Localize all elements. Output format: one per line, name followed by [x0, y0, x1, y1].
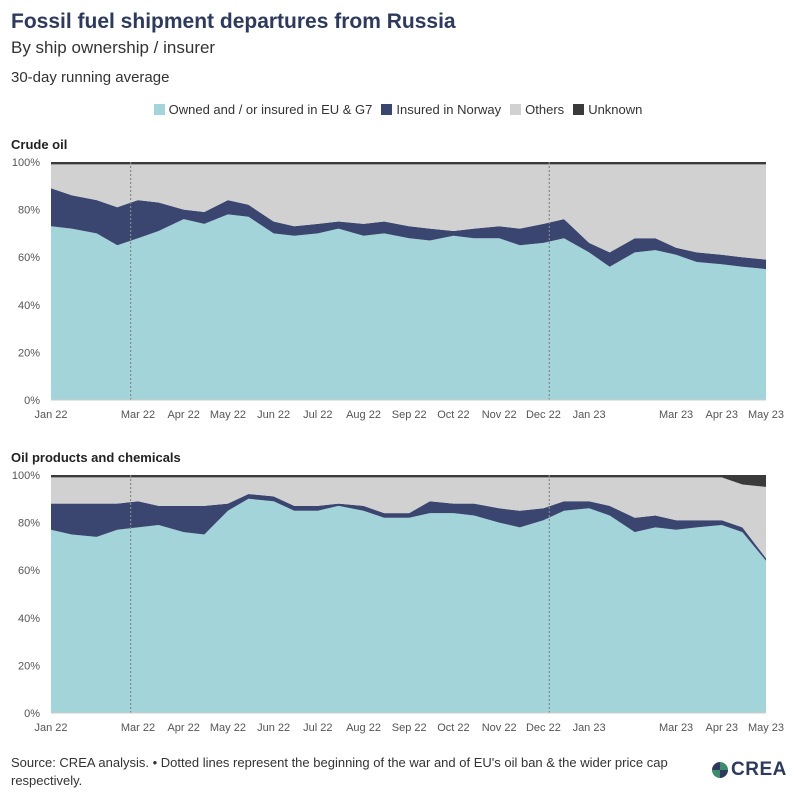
legend-item-unknown: Unknown	[573, 102, 642, 117]
area-3	[51, 164, 766, 260]
chart-panel-2: Oil products and chemicals 0% 20% 40% 60% 80%…	[11, 450, 784, 734]
x-tick-label: May 23	[748, 409, 784, 421]
chart-panel-1: Crude oil 0% 20% 40% 60% 80% 100% Jan 22 Mar 22 A…	[11, 137, 784, 421]
x-tick-label: Jan 23	[573, 722, 606, 734]
y-tick-label: 80%	[18, 205, 40, 217]
legend-label: Owned and / or insured in EU & G7	[168, 102, 373, 117]
x-tick-label: Apr 23	[706, 409, 738, 421]
x-tick-label: May 22	[210, 722, 246, 734]
x-tick-label: Sep 22	[392, 409, 427, 421]
area-4	[51, 475, 766, 487]
area-3	[51, 477, 766, 559]
x-tick-label: Dec 22	[526, 409, 561, 421]
crea-logo-text: CREA	[731, 759, 787, 780]
x-tick-label: Jul 22	[303, 722, 332, 734]
legend-item-norway: Insured in Norway	[381, 102, 501, 117]
x-tick-label: Jan 23	[573, 409, 606, 421]
x-tick-label: Mar 23	[659, 409, 693, 421]
panel-title: Oil products and chemicals	[11, 450, 181, 465]
legend-label: Others	[525, 102, 565, 117]
crea-logo-icon	[712, 762, 728, 778]
y-tick-label: 60%	[18, 252, 40, 264]
y-tick-label: 60%	[18, 565, 40, 577]
x-tick-label: Aug 22	[346, 409, 381, 421]
x-tick-label: Apr 22	[167, 409, 199, 421]
y-tick-label: 40%	[18, 613, 40, 625]
panel-title: Crude oil	[11, 137, 67, 152]
area-1	[51, 214, 766, 400]
source-note: Source: CREA analysis. • Dotted lines re…	[11, 755, 668, 788]
x-tick-label: Sep 22	[392, 722, 427, 734]
y-tick-label: 20%	[18, 347, 40, 359]
x-tick-label: Dec 22	[526, 722, 561, 734]
y-tick-label: 100%	[12, 470, 40, 482]
area-4	[51, 162, 766, 165]
y-tick-label: 80%	[18, 518, 40, 530]
area-1	[51, 498, 766, 713]
y-tick-label: 20%	[18, 660, 40, 672]
x-tick-label: Oct 22	[437, 409, 469, 421]
chart-note: 30-day running average	[11, 69, 170, 86]
legend-item-others: Others	[510, 102, 564, 117]
x-tick-label: Oct 22	[437, 722, 469, 734]
area-2	[51, 188, 766, 270]
x-tick-label: Nov 22	[482, 409, 517, 421]
legend: Owned and / or insured in EU & G7 Insure…	[0, 102, 796, 117]
legend-swatch	[573, 104, 585, 115]
legend-label: Insured in Norway	[396, 102, 502, 117]
crea-logo: CREA	[712, 759, 787, 781]
y-tick-label: 100%	[12, 157, 40, 169]
x-tick-label: Apr 23	[706, 722, 738, 734]
x-tick-label: Nov 22	[482, 722, 517, 734]
chart-subtitle: By ship ownership / insurer	[11, 38, 216, 57]
x-tick-label: Jan 22	[34, 409, 67, 421]
x-tick-label: Jul 22	[303, 409, 332, 421]
legend-swatch	[153, 104, 165, 115]
y-tick-label: 0%	[24, 708, 40, 720]
legend-swatch	[510, 104, 522, 115]
x-tick-label: Jun 22	[257, 409, 290, 421]
x-tick-label: Jan 22	[34, 722, 67, 734]
legend-label: Unknown	[588, 102, 643, 117]
legend-swatch	[381, 104, 393, 115]
x-tick-label: Mar 22	[121, 722, 155, 734]
x-tick-label: Aug 22	[346, 722, 381, 734]
area-2	[51, 494, 766, 561]
x-tick-label: Jun 22	[257, 722, 290, 734]
chart-title: Fossil fuel shipment departures from Rus…	[11, 10, 456, 33]
x-tick-label: Apr 22	[167, 722, 199, 734]
x-tick-label: Mar 22	[121, 409, 155, 421]
x-tick-label: May 23	[748, 722, 784, 734]
y-tick-label: 40%	[18, 300, 40, 312]
x-tick-label: Mar 23	[659, 722, 693, 734]
y-tick-label: 0%	[24, 395, 40, 407]
legend-item-eu-g7: Owned and / or insured in EU & G7	[153, 102, 373, 117]
x-tick-label: May 22	[210, 409, 246, 421]
